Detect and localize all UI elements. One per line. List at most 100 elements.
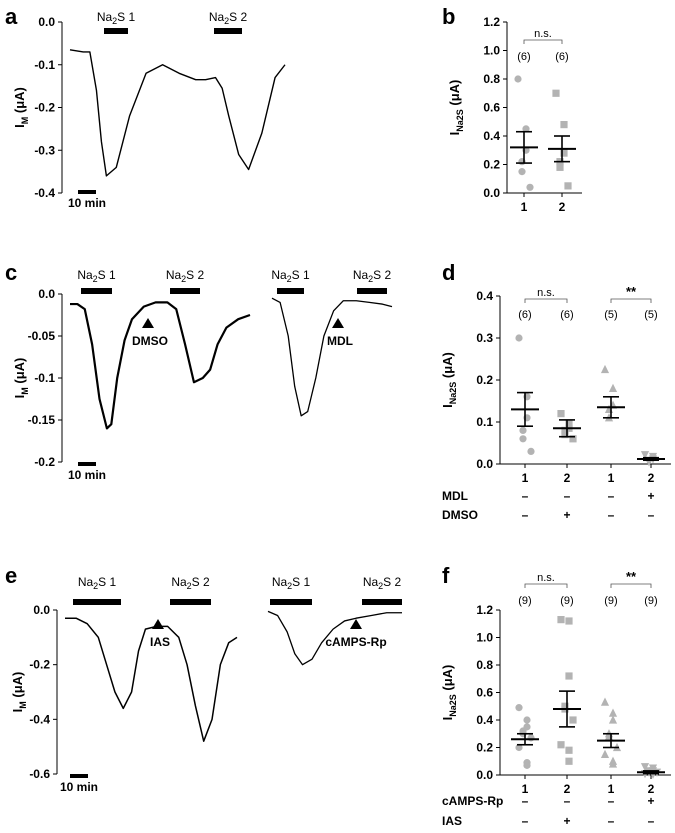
condition-value-d-0-3: + bbox=[647, 489, 654, 503]
y-tick-label-f-4: 0.8 bbox=[476, 658, 493, 672]
stim-label-c1-1: Na2S 1 bbox=[77, 268, 116, 284]
condition-value-f-1-2: – bbox=[608, 814, 615, 828]
data-point-f-1-2 bbox=[565, 672, 573, 680]
stim-label-a-1: Na2S 1 bbox=[97, 10, 136, 26]
x-tick-label-d-1: 2 bbox=[564, 471, 571, 485]
conditions-d: MDL – – – + DMSO – + – – bbox=[442, 489, 655, 522]
count-label-f-3: (9) bbox=[644, 595, 657, 607]
data-point-d-3-0 bbox=[640, 451, 650, 460]
data-point-f-1-8 bbox=[565, 757, 573, 765]
data-point-b-1-2 bbox=[560, 149, 568, 157]
condition-value-f-0-0: – bbox=[522, 794, 529, 808]
y-tick-label-b-6: 1.2 bbox=[483, 15, 500, 29]
count-label-d-2: (5) bbox=[604, 309, 617, 321]
count-label-d-1: (6) bbox=[560, 309, 573, 321]
y-tick-label-d-3: 0.3 bbox=[476, 331, 493, 345]
count-label-f-0: (9) bbox=[518, 595, 531, 607]
trace-panel-c-left: 0.0 -0.05 -0.1 -0.15 -0.2 IM (μA) Na2S 1 Na2S 2… bbox=[12, 268, 251, 482]
data-point-f-0-1 bbox=[523, 716, 531, 724]
x-tick-label-d-2: 1 bbox=[608, 471, 615, 485]
trace-e2 bbox=[267, 610, 402, 666]
condition-value-f-1-3: – bbox=[648, 814, 655, 828]
condition-value-d-1-1: + bbox=[563, 508, 570, 522]
arrow-label-c2: MDL bbox=[327, 334, 353, 348]
condition-value-d-1-2: – bbox=[608, 508, 615, 522]
stim-bar-a-2 bbox=[214, 28, 242, 34]
count-label-f-2: (9) bbox=[604, 595, 617, 607]
stim-bar-c1-2 bbox=[170, 288, 200, 294]
arrow-label-c1: DMSO bbox=[132, 334, 168, 348]
stim-label-c1-2: Na2S 2 bbox=[166, 268, 205, 284]
arrow-label-e1: IAS bbox=[150, 635, 170, 649]
stim-bar-e2-2 bbox=[362, 599, 402, 605]
sig-bracket-d-0 bbox=[524, 298, 568, 303]
y-tick-label-e1-2: -0.4 bbox=[29, 712, 50, 726]
y-tick-label-f-5: 1.0 bbox=[476, 631, 493, 645]
count-label-d-0: (6) bbox=[518, 309, 531, 321]
data-point-b-1-0 bbox=[552, 89, 560, 97]
data-point-f-0-5 bbox=[527, 734, 535, 742]
stim-bar-e2-1 bbox=[270, 599, 312, 605]
data-point-f-3-0 bbox=[640, 763, 650, 772]
data-point-f-0-8 bbox=[523, 761, 531, 769]
sig-label-f-0: n.s. bbox=[537, 572, 555, 584]
condition-value-d-0-1: – bbox=[564, 489, 571, 503]
y-tick-label-e1-1: -0.2 bbox=[29, 658, 50, 672]
y-tick-label-b-2: 0.4 bbox=[483, 129, 500, 143]
trace-panel-e-right: Na2S 1 Na2S 2 cAMPS-Rp bbox=[267, 575, 402, 666]
sig-bracket-b-0 bbox=[523, 39, 563, 44]
stim-label-e2-1: Na2S 1 bbox=[272, 575, 311, 591]
scale-bar-a bbox=[78, 190, 96, 194]
data-point-f-0-0 bbox=[515, 704, 523, 712]
y-tick-label-c1-4: -0.2 bbox=[34, 455, 55, 469]
y-tick-label-c1-1: -0.05 bbox=[28, 329, 56, 343]
data-point-d-1-4 bbox=[561, 431, 569, 439]
y-tick-label-c1-2: -0.1 bbox=[34, 371, 55, 385]
condition-label-f-0: cAMPS-Rp bbox=[442, 794, 503, 808]
y-tick-label-f-2: 0.4 bbox=[476, 713, 493, 727]
data-point-b-0-1 bbox=[522, 125, 530, 133]
sig-label-f-1: ** bbox=[626, 569, 637, 584]
data-point-f-1-1 bbox=[565, 617, 573, 625]
data-point-f-2-8 bbox=[608, 759, 618, 768]
data-point-d-1-1 bbox=[565, 420, 573, 428]
data-point-d-2-1 bbox=[608, 383, 618, 392]
y-tick-label-f-1: 0.2 bbox=[476, 741, 493, 755]
panel-label-b: b bbox=[442, 4, 455, 29]
scatter-panel-d: 0.0 0.1 0.2 0.3 0.4 INa2S (μA) 1 (6) 2 (6) 1 (5) 2 (5… bbox=[440, 284, 671, 485]
stim-label-e2-2: Na2S 2 bbox=[363, 575, 402, 591]
stim-label-c2-2: Na2S 2 bbox=[353, 268, 392, 284]
data-point-b-1-1 bbox=[560, 121, 568, 129]
data-point-f-1-0 bbox=[557, 616, 565, 624]
count-label-b-0: (6) bbox=[517, 51, 530, 63]
trace-a bbox=[69, 49, 286, 177]
condition-value-f-0-1: – bbox=[564, 794, 571, 808]
y-tick-label-a-1: -0.1 bbox=[34, 58, 55, 72]
condition-label-f-1: IAS bbox=[442, 814, 462, 828]
data-point-b-1-5 bbox=[564, 182, 572, 190]
trace-c1 bbox=[70, 301, 251, 430]
scale-bar-label-a: 10 min bbox=[68, 196, 106, 210]
data-point-f-2-6 bbox=[600, 749, 610, 758]
sig-label-d-1: ** bbox=[626, 284, 637, 299]
panel-label-c: c bbox=[5, 260, 17, 285]
scale-bar-label-c1: 10 min bbox=[68, 468, 106, 482]
x-tick-label-f-1: 2 bbox=[564, 782, 571, 796]
data-point-d-0-0 bbox=[515, 334, 523, 342]
condition-value-d-0-2: – bbox=[608, 489, 615, 503]
y-tick-label-a-3: -0.3 bbox=[34, 143, 55, 157]
condition-value-f-1-0: – bbox=[522, 814, 529, 828]
sig-label-d-0: n.s. bbox=[537, 287, 555, 299]
y-tick-label-b-5: 1.0 bbox=[483, 44, 500, 58]
trace-c2 bbox=[271, 297, 393, 417]
data-point-f-2-1 bbox=[608, 708, 618, 717]
count-label-f-1: (9) bbox=[560, 595, 573, 607]
y-tick-label-f-0: 0.0 bbox=[476, 768, 493, 782]
trace-e1 bbox=[65, 617, 238, 742]
y-tick-label-c1-0: 0.0 bbox=[38, 287, 55, 301]
data-point-d-1-5 bbox=[569, 435, 577, 443]
stim-bar-a-1 bbox=[104, 28, 128, 34]
scale-bar-label-e1: 10 min bbox=[60, 780, 98, 794]
data-point-d-1-3 bbox=[561, 426, 569, 434]
